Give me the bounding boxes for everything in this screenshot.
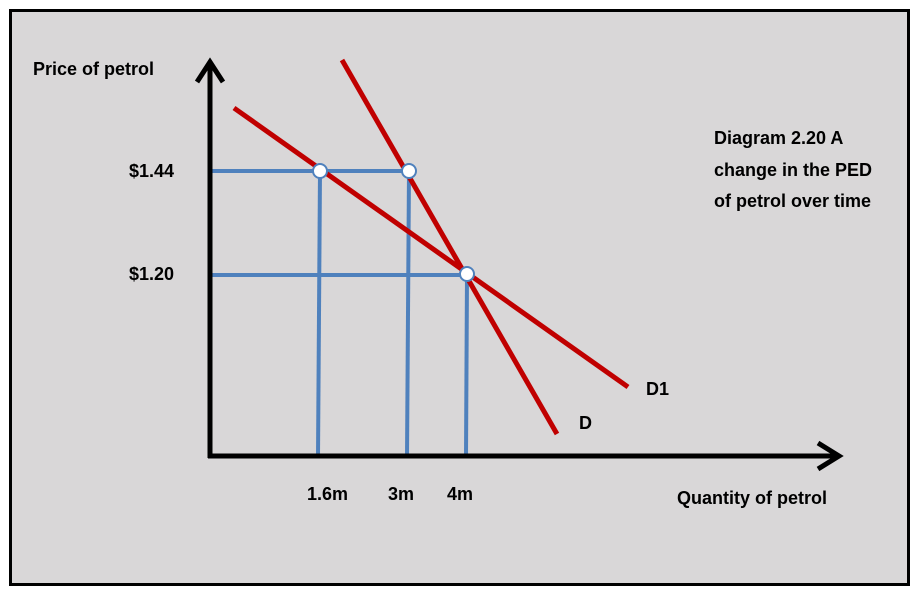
x-tick-label: 3m	[388, 484, 414, 504]
x-axis-arrowhead	[816, 440, 844, 472]
point-intersection-1-20	[459, 266, 475, 282]
diagram-caption-line: Diagram 2.20 A	[714, 128, 843, 148]
y-tick-label: $1.20	[129, 264, 174, 284]
point-d-1-44	[401, 163, 417, 179]
y-tick-label: $1.44	[129, 161, 174, 181]
x-axis-label: Quantity of petrol	[677, 488, 827, 508]
x-tick-label: 1.6m	[307, 484, 348, 504]
point-d1-1-44	[312, 163, 328, 179]
x-tick-label: 4m	[447, 484, 473, 504]
curve-label-d: D	[579, 413, 592, 433]
y-axis-arrowhead	[194, 57, 226, 84]
diagram-frame	[9, 9, 910, 586]
demand-curve-d1	[232, 105, 630, 390]
y-axis-label: Price of petrol	[33, 59, 154, 79]
diagram-caption-line: of petrol over time	[714, 191, 871, 211]
guide-line-quantity-1-6m	[316, 170, 322, 458]
guide-line-quantity-3m	[405, 170, 411, 458]
curve-label-d1: D1	[646, 379, 669, 399]
guide-line-quantity-4m	[464, 274, 469, 458]
demand-curve-d	[339, 58, 560, 436]
diagram-caption-line: change in the PED	[714, 160, 872, 180]
